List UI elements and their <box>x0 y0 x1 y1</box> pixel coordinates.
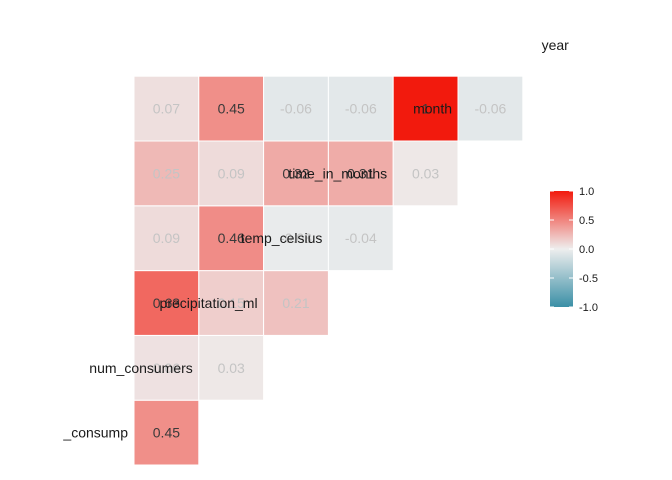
heatmap-cell-label: 0.21 <box>282 295 309 311</box>
heatmap-cell-label: 0.46 <box>218 230 245 246</box>
heatmap-cell-label: 0.03 <box>412 165 439 181</box>
heatmap-cell-rect <box>327 205 394 272</box>
heatmap-cell-rect <box>133 399 200 466</box>
heatmap-cell-rect <box>198 75 265 142</box>
legend-tick-label: -1.0 <box>579 302 598 314</box>
heatmap-cell-rect <box>133 334 200 401</box>
heatmap-cell-label: 1 <box>422 101 430 117</box>
heatmap-cell-rect <box>198 334 265 401</box>
heatmap-cell-rect <box>392 75 459 142</box>
heatmap-cell: 0.07 <box>133 75 200 142</box>
heatmap-cell: -0.06 <box>263 75 329 142</box>
heatmap-cell: -0.06 <box>327 75 394 142</box>
heatmap-cell-label: -0.06 <box>280 101 312 117</box>
heatmap-cell-label: -0.06 <box>345 101 377 117</box>
variable-label: month <box>413 101 452 117</box>
heatmap-cell-label: -0.06 <box>474 101 506 117</box>
heatmap-cell-label: 0.07 <box>153 101 180 117</box>
heatmap-cell: 0.45 <box>198 75 265 142</box>
variable-label: year <box>542 37 570 53</box>
legend-tick-label: 0.0 <box>579 244 594 256</box>
variable-label: precipitation_ml <box>160 295 258 311</box>
heatmap-cell: 0.21 <box>263 270 329 336</box>
variable-label: _consump <box>62 425 128 441</box>
heatmap-cell-label: 0.03 <box>218 360 245 376</box>
heatmap-cell-label: 0.45 <box>153 425 180 441</box>
heatmap-cell: 0.45 <box>133 399 200 466</box>
heatmap-cell: 0.25 <box>133 140 200 207</box>
heatmap-cell: 0.03 <box>198 334 265 401</box>
variable-label: time_in_months <box>288 165 387 181</box>
heatmap-cell-rect <box>133 75 200 142</box>
heatmap-cell-label: 0.06 <box>153 360 180 376</box>
heatmap-cell-label: 0.09 <box>218 165 245 181</box>
heatmap-cell-label: 0.25 <box>153 165 180 181</box>
legend-colorbar <box>550 191 573 307</box>
heatmap-cell-label: -0.04 <box>345 230 377 246</box>
legend-tick-label: 0.5 <box>579 215 594 227</box>
heatmap-cell-rect <box>457 75 524 142</box>
heatmap-cell-label: 0.15 <box>218 295 245 311</box>
color-legend: 1.0 0.5 0.0 -0.5 -1.0 <box>550 186 598 314</box>
heatmap-cell: 0.03 <box>392 140 459 207</box>
legend-tick-label: -0.5 <box>579 273 598 285</box>
heatmap-cell: 0.63 <box>133 270 200 336</box>
heatmap-cell-rect <box>392 140 459 207</box>
heatmap-cell-label: 0.09 <box>153 230 180 246</box>
variable-label: num_consumers <box>89 360 193 376</box>
heatmap-cell-label: 0.45 <box>218 101 245 117</box>
heatmap-cell-rect <box>133 205 200 272</box>
variable-labels: _consump num_consumers precipitation_ml tem… <box>62 37 569 440</box>
heatmap-cell-label: 0.63 <box>153 295 180 311</box>
heatmap-cell-label: -0.03 <box>280 230 312 246</box>
heatmap-cell-rect <box>263 75 329 142</box>
heatmap-cell-label: 0.32 <box>282 165 309 181</box>
heatmap-cell: -0.06 <box>457 75 524 142</box>
heatmap-cell: 0.09 <box>133 205 200 272</box>
heatmap-cell-label: 0.31 <box>347 165 374 181</box>
variable-label: temp_celsius <box>241 230 323 246</box>
heatmap-cell-rect <box>198 140 265 207</box>
heatmap-cell: 1 <box>392 75 459 142</box>
heatmap-cell-rect <box>133 140 200 207</box>
heatmap-cell-rect <box>327 75 394 142</box>
heatmap-cells: 0.45 0.06 0.03 0.63 0.15 0.21 0.09 0.46 -0.03 -0.… <box>133 75 524 466</box>
heatmap-cell: -0.04 <box>327 205 394 272</box>
heatmap-cell: 0.09 <box>198 140 265 207</box>
legend-tick-label: 1.0 <box>579 186 594 198</box>
heatmap-cell: 0.06 <box>133 334 200 401</box>
